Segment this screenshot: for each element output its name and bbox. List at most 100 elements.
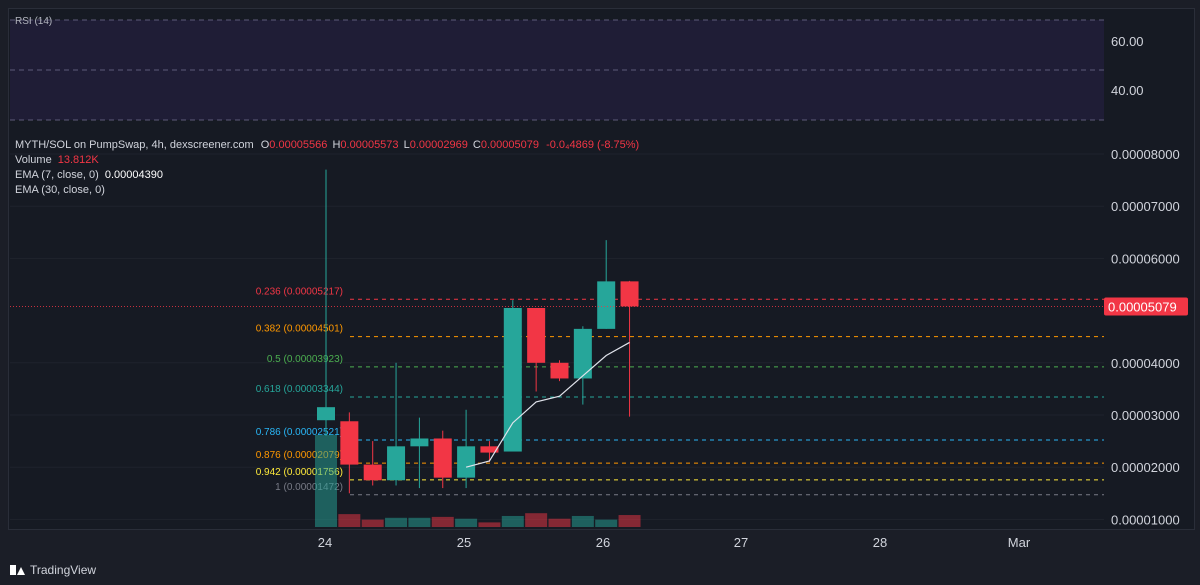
- volume-bars: [315, 435, 641, 527]
- candle-body: [573, 328, 592, 379]
- fib-level-label: 0.382 (0.00004501): [256, 324, 343, 335]
- volume-bar: [361, 519, 384, 527]
- ema30-label: EMA (30, close, 0): [15, 184, 105, 196]
- fib-level-label: 1 (0.00001472): [275, 482, 343, 493]
- close-value: 0.00005079: [480, 139, 539, 151]
- fibonacci-retracement: 0.236 (0.00005217) 0.382 (0.00004501) 0.5 …: [256, 286, 1104, 496]
- candle-body: [480, 446, 499, 453]
- price-grid: [10, 153, 1104, 520]
- low-label: L: [403, 139, 410, 151]
- price-tick-label: 0.00003000: [1111, 408, 1180, 423]
- candle: [457, 409, 476, 489]
- candle: [317, 169, 335, 436]
- open-label: O: [260, 139, 270, 151]
- volume-label: Volume: [15, 154, 52, 166]
- candles: [317, 169, 639, 494]
- volume-bar: [431, 516, 454, 527]
- change-value: -0.0₄4869 (-8.75%): [546, 139, 640, 151]
- price-tick-label: 0.00007000: [1111, 199, 1180, 214]
- fib-level-label: 0.236 (0.00005217): [256, 286, 343, 297]
- close-label: C: [472, 139, 481, 151]
- rsi-label: RSI (14): [15, 16, 53, 27]
- brand-name: TradingView: [30, 563, 97, 577]
- volume-bar: [315, 435, 337, 527]
- open-value: 0.00005566: [269, 139, 328, 151]
- candle: [597, 240, 616, 329]
- candle: [503, 300, 522, 452]
- fib-level-label: 0.5 (0.00003923): [267, 354, 343, 365]
- candle: [550, 360, 569, 382]
- candle-body: [340, 421, 359, 465]
- ema7-label: EMA (7, close, 0): [15, 169, 99, 181]
- volume-bar: [478, 522, 501, 527]
- time-tick-label: 28: [873, 535, 887, 550]
- current-price-badge: [1104, 297, 1188, 316]
- price-axis: 0.00008000 0.00007000 0.00006000 0.00004000…: [10, 147, 1188, 527]
- volume-bar: [385, 517, 408, 527]
- footer: TradingView: [10, 563, 96, 577]
- time-axis: 24 25 26 27 28 Mar: [318, 535, 1031, 550]
- time-tick-label: 25: [457, 535, 471, 550]
- candle-body: [433, 438, 452, 478]
- fib-level-label: 0.942 (0.00001756): [256, 467, 343, 478]
- ema7-line: [465, 341, 630, 468]
- candle: [387, 362, 406, 486]
- time-tick-label: 24: [318, 535, 332, 550]
- candle-body: [457, 446, 476, 478]
- volume-bar: [571, 515, 594, 527]
- candle: [573, 326, 592, 405]
- volume-bar: [595, 519, 618, 527]
- candle: [363, 441, 382, 486]
- high-label: H: [332, 139, 341, 151]
- fib-level-label: 0.876 (0.00002079): [256, 450, 343, 461]
- price-tick-label: 0.00004000: [1111, 356, 1180, 371]
- candle-body: [597, 281, 616, 329]
- volume-bar: [548, 518, 571, 527]
- candle-body: [387, 446, 406, 481]
- candle: [480, 441, 499, 462]
- candle-body: [363, 464, 382, 481]
- low-value: 0.00002969: [409, 139, 468, 151]
- candle-body: [527, 307, 546, 363]
- ema7-legend: EMA (7, close, 0) 0.00004390: [15, 169, 163, 181]
- tradingview-logo-icon[interactable]: [10, 565, 25, 575]
- candle: [340, 412, 359, 494]
- candle: [620, 280, 639, 417]
- volume-bar: [408, 517, 431, 527]
- candle-body: [620, 281, 639, 307]
- rsi-pane: 60.00 40.00: [10, 19, 1144, 121]
- ema-line: [465, 341, 630, 468]
- candle-body: [317, 407, 335, 421]
- volume-bar: [525, 513, 548, 527]
- volume-bar: [618, 515, 641, 527]
- fib-level-label: 0.618 (0.00003344): [256, 384, 343, 395]
- rsi-axis-label: 40.00: [1111, 83, 1144, 98]
- candle: [433, 430, 452, 489]
- rsi-axis-label: 60.00: [1111, 34, 1144, 49]
- time-tick-label: 26: [596, 535, 610, 550]
- volume-bar: [501, 515, 524, 527]
- candle-body: [550, 362, 569, 379]
- candle: [410, 417, 429, 489]
- candle: [527, 307, 546, 392]
- ema30-legend: EMA (30, close, 0): [15, 184, 105, 196]
- volume-legend: Volume 13.812K: [15, 154, 99, 166]
- volume-value: 13.812K: [57, 154, 99, 166]
- ema7-value: 0.00004390: [104, 169, 163, 181]
- candle-body: [410, 438, 429, 447]
- fib-level-label: 0.786 (0.00002521): [256, 427, 343, 438]
- price-tick-label: 0.00008000: [1111, 147, 1180, 162]
- ohlc-legend: MYTH/SOL on PumpSwap, 4h, dexscreener.co…: [15, 139, 639, 151]
- price-tick-label: 0.00002000: [1111, 460, 1180, 475]
- current-price-label: 0.00005079: [1108, 299, 1177, 314]
- volume-bar: [338, 514, 361, 527]
- time-tick-label: Mar: [1008, 535, 1031, 550]
- volume-bar: [455, 518, 478, 527]
- high-value: 0.00005573: [340, 139, 399, 151]
- price-tick-label: 0.00001000: [1111, 512, 1180, 527]
- time-tick-label: 27: [734, 535, 748, 550]
- price-tick-label: 0.00006000: [1111, 251, 1180, 266]
- candle-body: [503, 307, 522, 452]
- pair-title: MYTH/SOL on PumpSwap, 4h, dexscreener.co…: [15, 139, 254, 151]
